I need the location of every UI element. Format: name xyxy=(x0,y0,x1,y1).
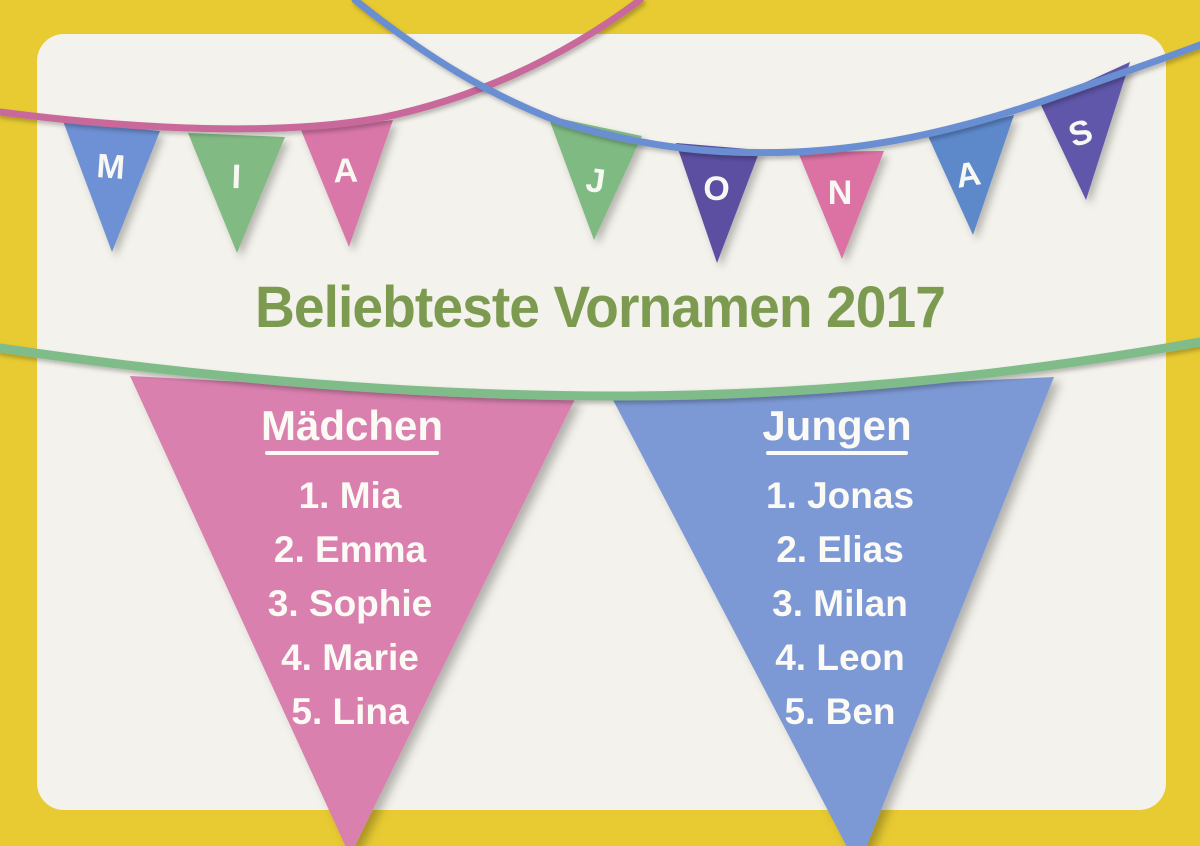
blue-bunting-string xyxy=(351,0,1200,157)
flag-o xyxy=(676,143,760,263)
flag-a1 xyxy=(301,120,393,247)
flag-letter-a2: A xyxy=(953,154,983,195)
flag-j xyxy=(548,116,642,240)
girls-pennant xyxy=(130,376,575,846)
girls-heading: Mädchen xyxy=(261,402,443,449)
boys-rank-1: 1. Jonas xyxy=(766,475,914,516)
boys-rank-4: 4. Leon xyxy=(775,637,905,678)
bunting-letters: M I A J O N A S xyxy=(95,112,1097,212)
bunting-flags xyxy=(63,62,1130,263)
girls-list: Mädchen 1. Mia 2. Emma 3. Sophie 4. Mari… xyxy=(261,402,443,732)
page-title: Beliebteste Vornamen 2017 xyxy=(255,275,945,340)
girls-rank-4: 4. Marie xyxy=(281,637,419,678)
girls-rank-5: 5. Lina xyxy=(291,691,409,732)
girls-rank-1: 1. Mia xyxy=(299,475,402,516)
flag-letter-n: N xyxy=(828,174,853,212)
top-bunting: M I A J O N A S xyxy=(0,0,1200,263)
flag-letter-i: I xyxy=(231,158,242,196)
flag-m xyxy=(63,121,160,252)
girls-rank-2: 2. Emma xyxy=(274,529,427,570)
girls-rank-3: 3. Sophie xyxy=(268,583,432,624)
green-banner-string xyxy=(0,337,1200,401)
flag-letter-a1: A xyxy=(333,152,359,191)
flag-a2 xyxy=(928,115,1014,235)
pennant-banner: Mädchen 1. Mia 2. Emma 3. Sophie 4. Mari… xyxy=(0,337,1200,846)
boys-list: Jungen 1. Jonas 2. Elias 3. Milan 4. Leo… xyxy=(762,402,914,732)
flag-letter-m: M xyxy=(95,147,126,187)
boys-rank-5: 5. Ben xyxy=(784,691,895,732)
flag-n xyxy=(798,151,884,259)
flag-letter-o: O xyxy=(702,169,730,208)
boys-rank-3: 3. Milan xyxy=(772,583,908,624)
boys-rank-2: 2. Elias xyxy=(776,529,904,570)
pink-bunting-string xyxy=(0,0,644,133)
boys-heading: Jungen xyxy=(762,402,911,449)
boys-pennant xyxy=(612,377,1054,846)
flag-i xyxy=(188,133,285,253)
